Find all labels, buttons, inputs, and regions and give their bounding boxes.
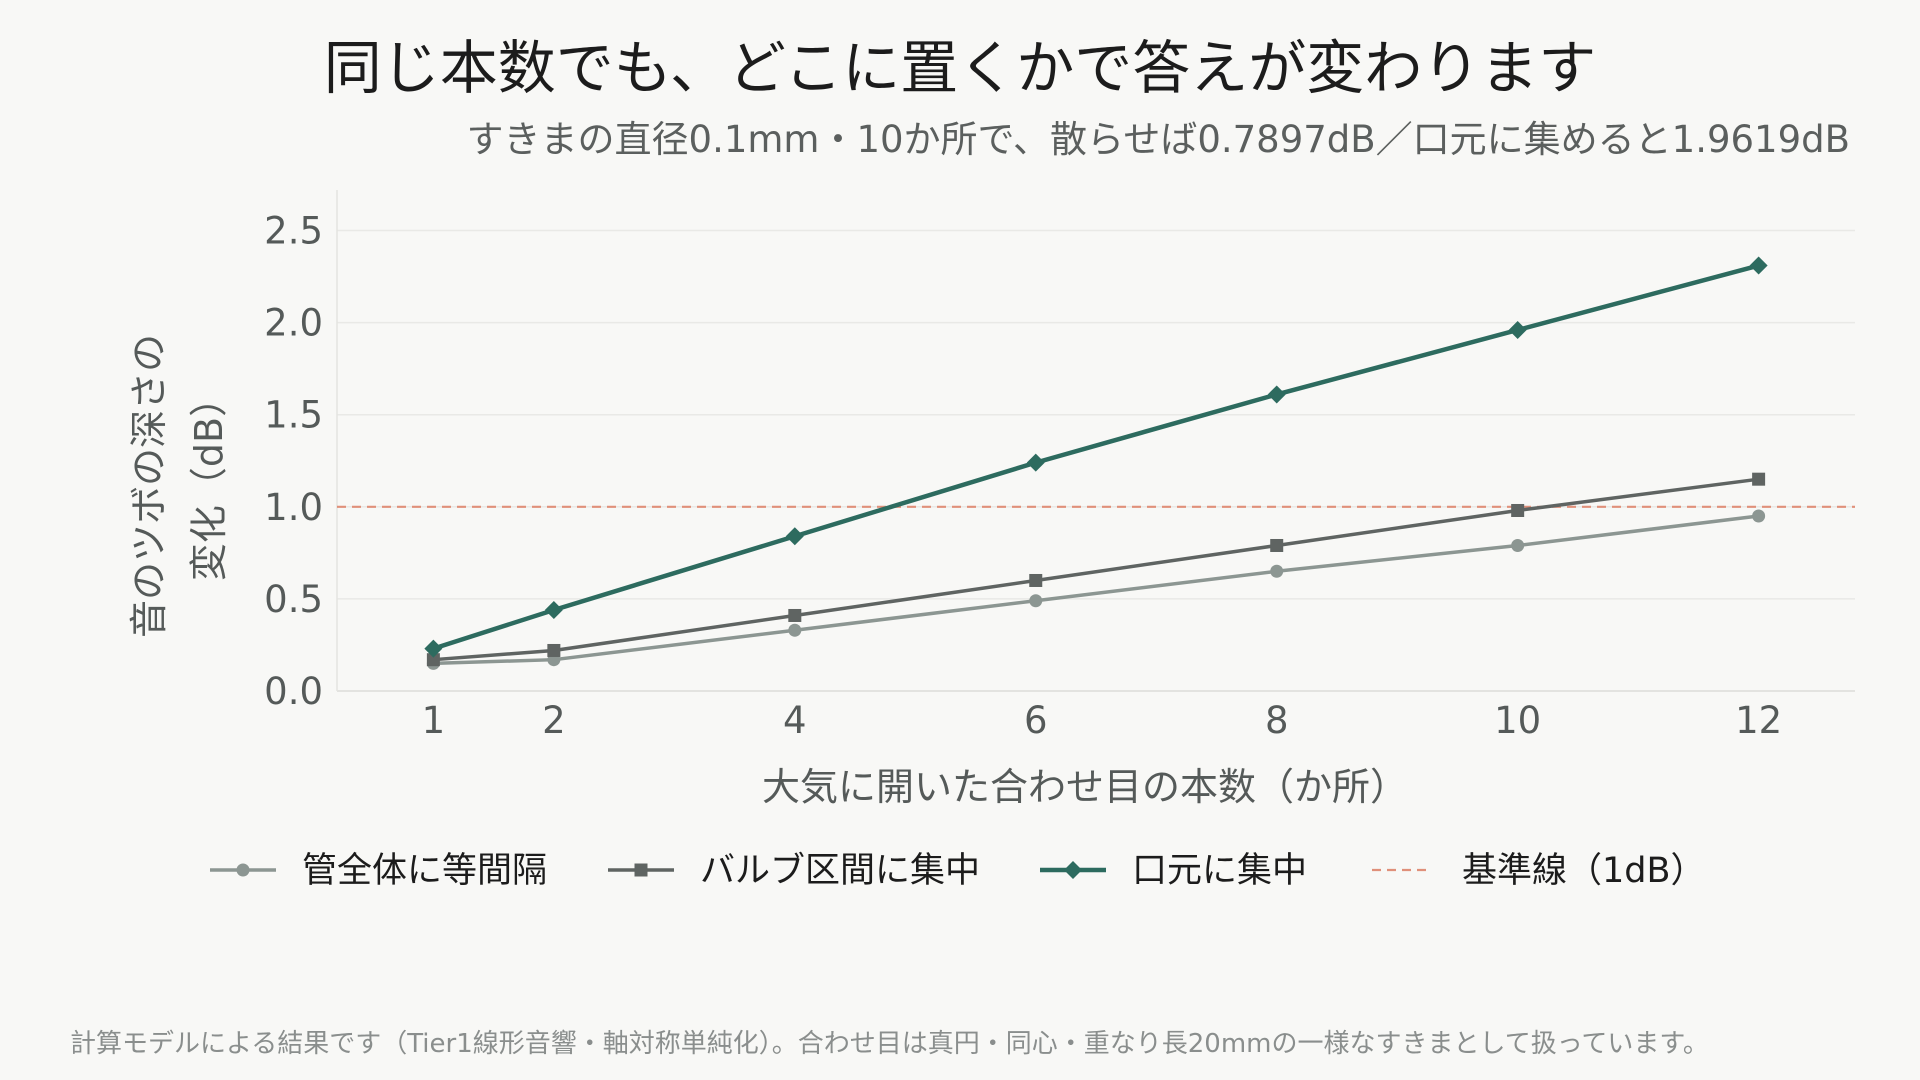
y-axis-label: 音のツボの深さの 変化（dB） — [127, 322, 231, 638]
y-tick-label: 2.0 — [264, 302, 323, 345]
legend-label: 基準線（1dB） — [1462, 851, 1706, 891]
y-tick-label: 0.0 — [264, 670, 323, 713]
x-tick-label: 6 — [1024, 699, 1048, 742]
data-point-series-1 — [1029, 594, 1043, 608]
x-tick-label: 12 — [1735, 699, 1782, 742]
data-point-series-2 — [1270, 538, 1284, 552]
x-tick-label: 1 — [422, 699, 446, 742]
data-point-series-2 — [1029, 573, 1043, 587]
y-axis-label-line-2: 変化（dB） — [187, 379, 231, 581]
y-tick-label: 1.5 — [264, 394, 323, 437]
x-axis-label: 大気に開いた合わせ目の本数（か所） — [762, 765, 1408, 809]
data-point-series-2 — [426, 653, 440, 667]
data-point-series-1 — [1511, 538, 1525, 552]
chart-title: 同じ本数でも、どこに置くかで答えが変わります — [324, 34, 1597, 102]
chart-subtitle: すきまの直径0.1mm・10か所で、散らせば0.7897dB／口元に集めると1.… — [467, 118, 1850, 161]
legend-label: バルブ区間に集中 — [700, 851, 980, 891]
legend-swatch-marker — [634, 863, 648, 877]
data-point-series-3 — [785, 527, 804, 546]
legend-swatch-marker — [1064, 861, 1082, 879]
data-point-series-1 — [1752, 509, 1766, 523]
data-point-series-3 — [424, 639, 443, 658]
x-tick-label: 10 — [1494, 699, 1541, 742]
data-point-series-3 — [1026, 453, 1045, 472]
y-tick-label: 0.5 — [264, 578, 323, 621]
series-line-1 — [433, 514, 1759, 666]
x-tick-label: 8 — [1265, 699, 1289, 742]
x-tick-label: 2 — [542, 699, 566, 742]
footnote: 計算モデルによる結果です（Tier1線形音響・軸対称単純化）。合わせ目は真円・同… — [70, 1029, 1709, 1059]
data-point-series-3 — [544, 600, 563, 619]
y-axis-label-line-1: 音のツボの深さの — [127, 334, 171, 638]
plot-area: 0.00.51.01.52.02.51 2 4 6 8 10 12 — [264, 190, 1855, 742]
data-point-series-3 — [1508, 320, 1527, 339]
data-point-series-2 — [1752, 472, 1766, 486]
legend: 管全体に等間隔 バルブ区間に集中 口元に集中 基準線（1dB） — [210, 851, 1706, 891]
legend-label: 口元に集中 — [1132, 851, 1307, 891]
y-tick-label: 2.5 — [264, 210, 323, 253]
legend-swatch-marker — [236, 863, 250, 877]
y-tick-label: 1.0 — [264, 486, 323, 529]
legend-label: 管全体に等間隔 — [302, 851, 547, 891]
data-point-series-2 — [547, 643, 561, 657]
data-point-series-1 — [788, 623, 802, 637]
data-point-series-2 — [1511, 503, 1525, 517]
data-point-series-1 — [1270, 564, 1284, 578]
data-point-series-3 — [1749, 256, 1768, 275]
x-tick-label: 4 — [783, 699, 807, 742]
data-point-series-2 — [788, 608, 802, 622]
data-point-series-3 — [1267, 385, 1286, 404]
